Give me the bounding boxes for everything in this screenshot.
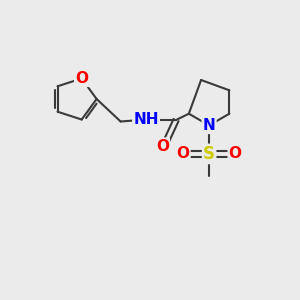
Text: NH: NH: [133, 112, 159, 128]
Text: O: O: [75, 71, 88, 86]
Text: O: O: [156, 139, 169, 154]
Text: O: O: [176, 146, 190, 161]
Text: S: S: [203, 145, 215, 163]
Text: N: N: [203, 118, 215, 133]
Text: O: O: [229, 146, 242, 161]
